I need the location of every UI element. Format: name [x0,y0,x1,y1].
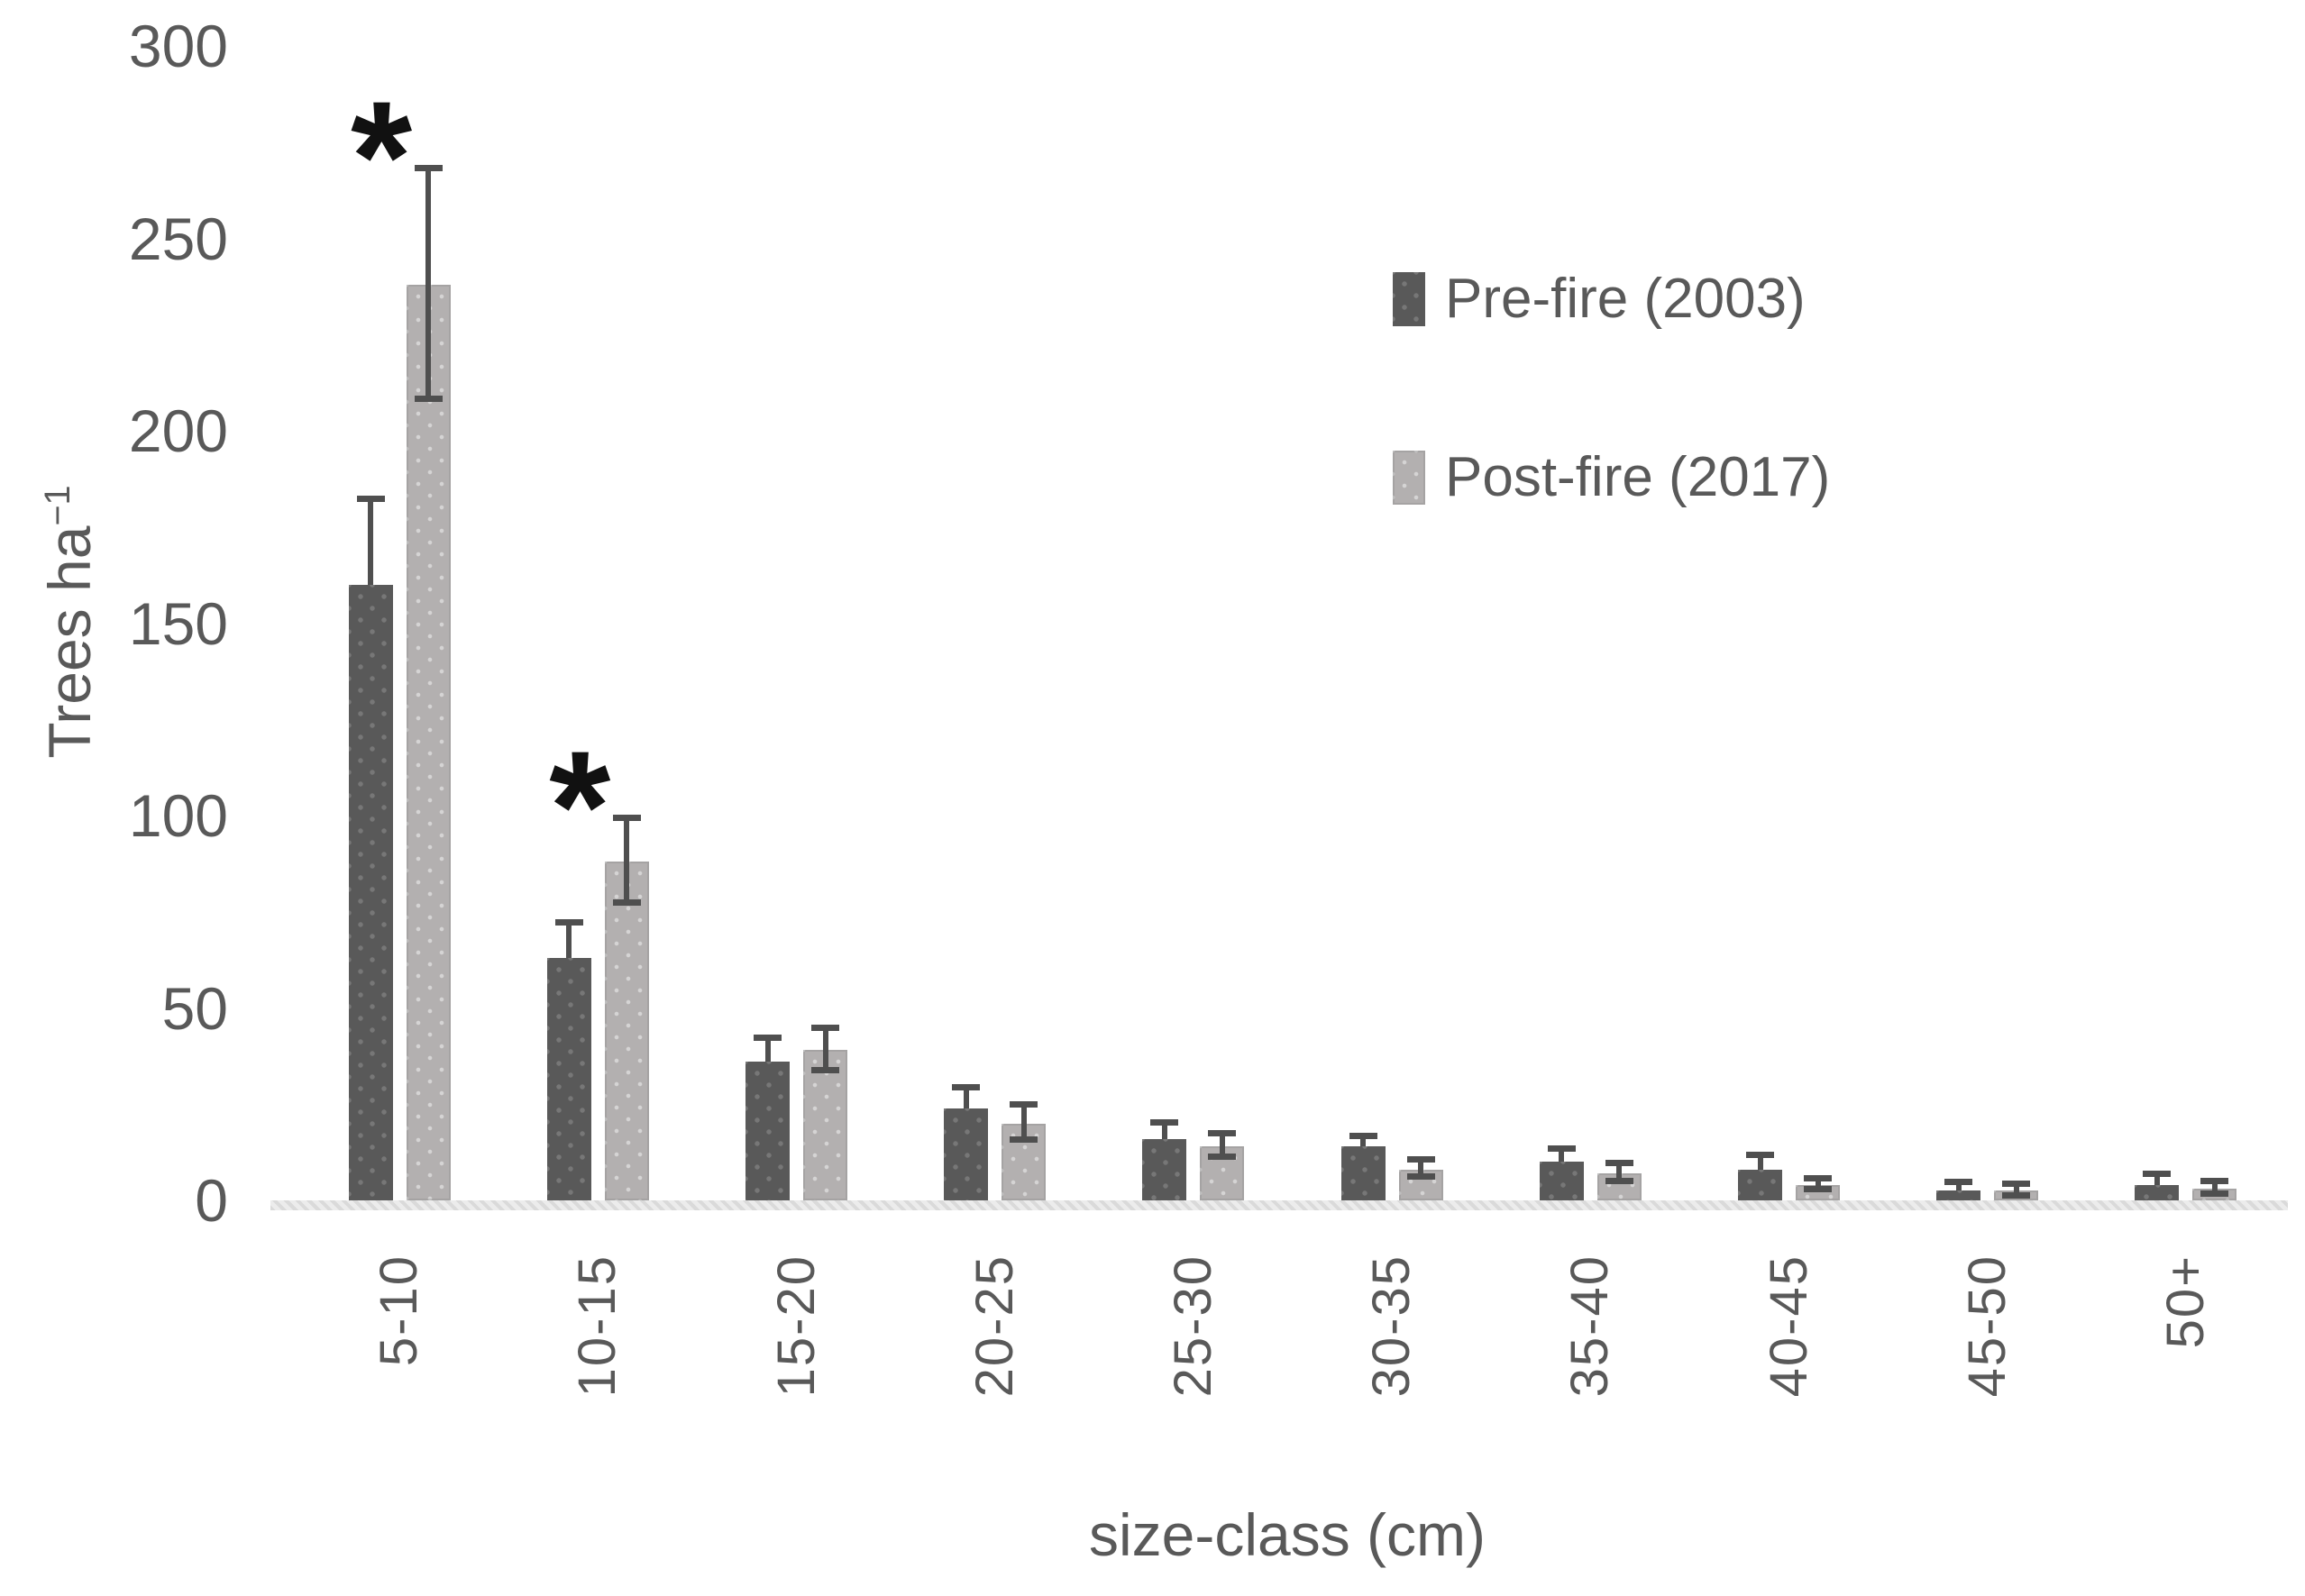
error-bar-pre-fire [368,499,374,585]
error-bar-cap [2143,1171,2172,1178]
error-bar-cap [2200,1190,2229,1198]
error-bar-pre-fire [1955,1182,1962,1191]
error-bar-post-fire [1616,1163,1623,1183]
error-bar-cap [612,899,641,907]
bar-pre-fire [1142,1138,1187,1200]
bar-post-fire [803,1050,847,1200]
legend-item-post-fire: Post-fire (2017) [1393,449,1830,506]
error-bar-cap [754,1034,782,1041]
error-bar-cap [1208,1130,1237,1137]
legend-swatch-post-fire [1393,451,1425,505]
error-bar-pre-fire [2154,1175,2160,1185]
error-bar-pre-fire [963,1089,969,1108]
error-bar-cap [1746,1151,1774,1158]
bar-pre-fire [1738,1169,1782,1200]
y-axis-tick-label: 150 [128,589,228,657]
significance-asterisk: * [549,719,611,896]
error-bar-post-fire [624,819,630,905]
bar-pre-fire [1539,1162,1584,1200]
error-bar-post-fire [2013,1184,2019,1197]
error-bar-pre-fire [764,1038,771,1062]
x-axis-title: size-class (cm) [1089,1501,1486,1568]
error-bar-cap [1010,1135,1038,1143]
error-bar-cap [811,1024,839,1031]
error-bar-cap [1150,1118,1179,1126]
y-axis-title-superscript: −1 [38,485,78,526]
bar-post-fire [604,862,649,1200]
x-axis-line [270,1200,2288,1210]
bar-pre-fire [2135,1184,2180,1200]
error-bar-post-fire [2211,1181,2218,1196]
error-bar-pre-fire [1360,1136,1367,1147]
x-axis-tick-label-text: 40-45 [1759,1254,1818,1398]
error-bar-cap [356,495,385,502]
error-bar-cap [1010,1101,1038,1108]
error-bar-pre-fire [566,923,572,958]
x-axis-tick-label-text: 35-40 [1560,1254,1620,1398]
x-axis-tick-label-text: 45-50 [1957,1254,2017,1398]
bar-pre-fire [745,1062,790,1200]
error-bar-cap [1406,1156,1435,1163]
error-bar-cap [2002,1180,2031,1187]
error-bar-cap [1804,1174,1832,1181]
significance-asterisk: * [351,68,413,245]
error-bar-cap [1349,1132,1377,1139]
error-bar-post-fire [1815,1179,1821,1191]
y-axis-tick-label: 300 [128,13,228,79]
error-bar-cap [1208,1154,1237,1161]
error-bar-post-fire [1219,1135,1225,1159]
x-axis-tick-label-text: 50+ [2155,1254,2215,1349]
error-bar-cap [1605,1159,1633,1166]
error-bar-post-fire [425,169,432,400]
x-axis-tick-label-text: 20-25 [965,1254,1024,1398]
error-bar-cap [952,1084,981,1091]
bar-pre-fire [1340,1146,1386,1200]
error-bar-cap [1547,1145,1576,1153]
bar-post-fire [1002,1123,1047,1200]
legend-label-pre-fire: Pre-fire (2003) [1445,268,1806,330]
error-bar-cap [414,395,443,402]
bar-pre-fire [944,1108,989,1200]
y-axis-tick-label: 50 [161,974,228,1042]
bar-pre-fire [348,584,393,1200]
error-bar-cap [1605,1178,1633,1185]
error-bar-cap [612,815,641,822]
error-bar-cap [414,164,443,171]
bar-pre-fire [1936,1190,1981,1200]
x-axis-tick-label-text: 30-35 [1362,1254,1422,1398]
bar-post-fire [406,284,451,1200]
error-bar-cap [554,918,583,926]
y-axis-tick-label: 0 [195,1167,228,1234]
y-axis-tick-label: 200 [128,397,228,464]
error-bar-post-fire [822,1028,828,1072]
bar-pre-fire [546,957,591,1200]
error-bar-cap [1944,1178,1973,1185]
error-bar-cap [1406,1173,1435,1181]
error-bar-post-fire [1418,1161,1424,1179]
x-axis-tick-label-text: 15-20 [766,1254,826,1398]
x-axis-tick-label-text: 5-10 [370,1254,429,1367]
error-bar-pre-fire [1161,1123,1167,1139]
y-axis-tick-label: 100 [128,782,228,849]
error-bar-pre-fire [1559,1150,1565,1163]
y-axis-tick-label: 250 [128,205,228,272]
legend-swatch-pre-fire [1393,272,1425,326]
error-bar-cap [811,1066,839,1073]
x-axis-tick-label-text: 25-30 [1163,1254,1222,1398]
legend-item-pre-fire: Pre-fire (2003) [1393,270,1806,328]
error-bar-cap [2200,1177,2229,1184]
legend-label-post-fire: Post-fire (2017) [1445,446,1831,508]
error-bar-post-fire [1020,1106,1027,1141]
error-bar-cap [2002,1191,2031,1199]
error-bar-cap [1804,1186,1832,1193]
error-bar-pre-fire [1757,1155,1763,1170]
x-axis-tick-label-text: 10-15 [568,1254,627,1398]
